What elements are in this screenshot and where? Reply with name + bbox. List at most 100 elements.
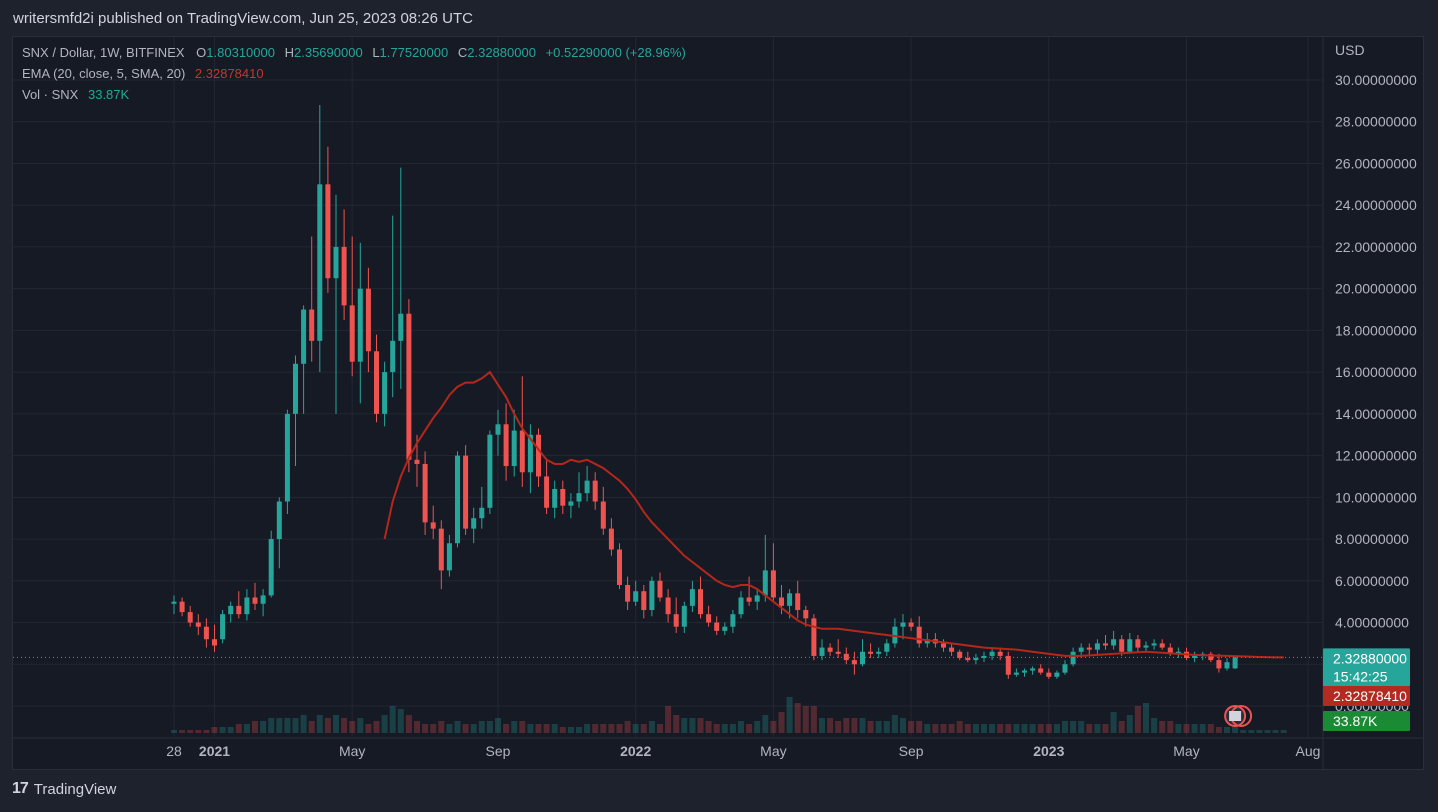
candle-body[interactable] <box>503 424 509 467</box>
candle-body[interactable] <box>544 476 550 508</box>
candle-body[interactable] <box>236 605 242 615</box>
candle-body[interactable] <box>293 363 298 414</box>
candle-body[interactable] <box>276 501 282 540</box>
legend-symbol[interactable]: SNX / Dollar, 1W, BITFINEX <box>22 45 185 60</box>
candle-body[interactable] <box>681 605 687 627</box>
candle-body[interactable] <box>471 518 477 529</box>
candle-body[interactable] <box>746 597 752 602</box>
candle-body[interactable] <box>641 591 647 611</box>
candle-body[interactable] <box>560 488 566 506</box>
candle-body[interactable] <box>1159 643 1165 648</box>
candle-body[interactable] <box>1143 645 1149 648</box>
candle-body[interactable] <box>301 309 307 364</box>
candle-body[interactable] <box>568 501 574 506</box>
candle-body[interactable] <box>965 658 971 661</box>
candle-body[interactable] <box>171 601 177 604</box>
candle-body[interactable] <box>390 340 396 373</box>
candle-body[interactable] <box>811 618 817 656</box>
candle-body[interactable] <box>803 610 809 619</box>
candle-body[interactable] <box>649 580 655 611</box>
candle-body[interactable] <box>868 651 874 654</box>
candle-body[interactable] <box>779 597 784 606</box>
candle-body[interactable] <box>195 622 201 627</box>
candle-body[interactable] <box>884 643 890 652</box>
candle-body[interactable] <box>997 651 1003 656</box>
candle-body[interactable] <box>981 655 987 659</box>
candle-body[interactable] <box>552 488 558 508</box>
candle-body[interactable] <box>1167 647 1173 654</box>
candle-body[interactable] <box>325 184 331 279</box>
candle-body[interactable] <box>268 539 274 596</box>
candle-body[interactable] <box>382 372 388 414</box>
candle-body[interactable] <box>527 434 533 473</box>
candle-body[interactable] <box>851 660 857 665</box>
candle-body[interactable] <box>673 614 679 627</box>
candle-body[interactable] <box>835 651 841 654</box>
candle-body[interactable] <box>406 313 412 460</box>
candle-body[interactable] <box>1005 655 1011 675</box>
candle-body[interactable] <box>374 351 379 414</box>
candle-body[interactable] <box>625 584 631 602</box>
candle-body[interactable] <box>1119 639 1125 652</box>
candle-body[interactable] <box>730 614 736 627</box>
candle-body[interactable] <box>309 309 315 341</box>
tradingview-footer[interactable]: 17 TradingView <box>12 780 116 798</box>
candle-body[interactable] <box>1103 643 1108 646</box>
candle-body[interactable] <box>1046 672 1052 677</box>
candle-body[interactable] <box>706 614 712 623</box>
candle-body[interactable] <box>1151 643 1157 646</box>
candle-body[interactable] <box>592 480 598 502</box>
candle-body[interactable] <box>228 605 234 615</box>
candle-body[interactable] <box>827 647 833 652</box>
candle-body[interactable] <box>924 639 930 644</box>
candle-body[interactable] <box>203 626 209 640</box>
candle-body[interactable] <box>949 647 955 652</box>
candle-body[interactable] <box>1054 672 1060 677</box>
candle-body[interactable] <box>252 597 258 604</box>
candle-body[interactable] <box>584 480 590 494</box>
candle-body[interactable] <box>333 246 339 279</box>
candle-body[interactable] <box>1127 639 1133 652</box>
candle-body[interactable] <box>1216 660 1222 669</box>
candle-body[interactable] <box>908 622 914 627</box>
candle-body[interactable] <box>795 593 801 611</box>
candle-body[interactable] <box>1135 639 1141 648</box>
candle-body[interactable] <box>349 305 355 362</box>
candle-body[interactable] <box>689 589 695 606</box>
chart-frame[interactable] <box>12 36 1424 770</box>
candle-body[interactable] <box>463 455 469 529</box>
candle-body[interactable] <box>357 288 363 362</box>
candle-body[interactable] <box>414 459 420 464</box>
candle-body[interactable] <box>1208 653 1214 661</box>
candle-body[interactable] <box>244 597 250 615</box>
candle-body[interactable] <box>941 643 946 648</box>
candle-body[interactable] <box>317 184 323 341</box>
candle-body[interactable] <box>665 597 671 615</box>
candle-body[interactable] <box>438 528 444 571</box>
candle-body[interactable] <box>1111 639 1117 646</box>
candle-body[interactable] <box>1022 670 1027 673</box>
candle-body[interactable] <box>284 413 290 502</box>
candle-body[interactable] <box>341 246 347 306</box>
candle-body[interactable] <box>430 522 436 529</box>
candle-body[interactable] <box>1175 651 1181 654</box>
candle-body[interactable] <box>455 455 460 544</box>
candle-body[interactable] <box>487 434 493 508</box>
candle-body[interactable] <box>260 595 266 604</box>
candle-body[interactable] <box>398 313 404 341</box>
candle-body[interactable] <box>1062 664 1068 673</box>
candle-body[interactable] <box>900 622 906 627</box>
candle-body[interactable] <box>973 658 979 661</box>
candle-body[interactable] <box>536 434 541 477</box>
candle-body[interactable] <box>1070 651 1076 665</box>
candle-body[interactable] <box>657 580 663 598</box>
candle-body[interactable] <box>212 639 217 646</box>
candle-body[interactable] <box>876 651 882 654</box>
candle-body[interactable] <box>1192 655 1198 659</box>
candle-body[interactable] <box>819 647 825 656</box>
candle-body[interactable] <box>576 493 582 502</box>
candle-body[interactable] <box>633 591 639 602</box>
candle-body[interactable] <box>754 595 760 602</box>
candle-body[interactable] <box>511 430 517 467</box>
candle-body[interactable] <box>843 653 849 661</box>
